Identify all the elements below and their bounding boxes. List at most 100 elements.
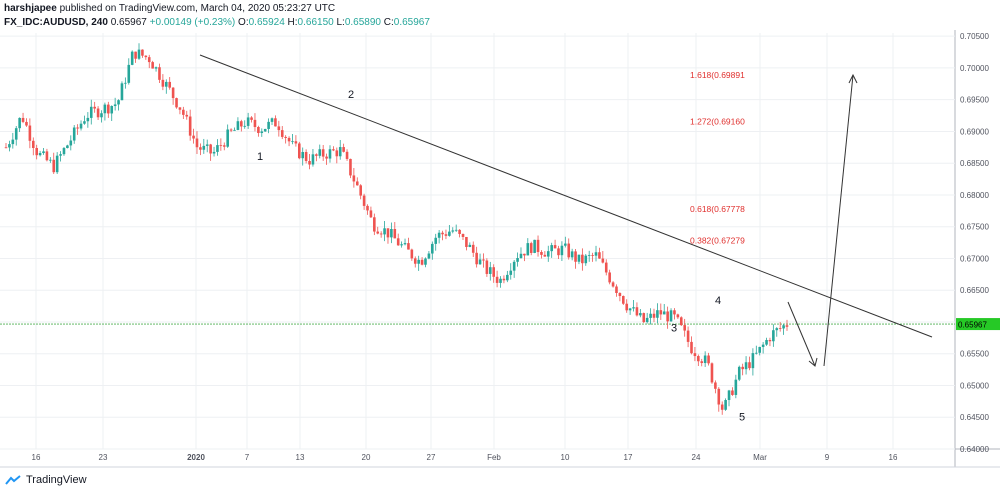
candle-body (604, 262, 608, 273)
x-tick-label: 27 (427, 453, 436, 462)
candle-body (18, 117, 21, 129)
candle-body (366, 205, 369, 211)
candle-body (124, 82, 127, 84)
candle-body (475, 252, 478, 265)
candle-body (546, 251, 550, 257)
candle-body (581, 254, 584, 264)
candle-body (703, 355, 707, 364)
author-name[interactable]: harshjapee (4, 3, 57, 14)
last-price-tag (956, 318, 1000, 331)
candle-body (720, 404, 724, 410)
candle-body (673, 310, 676, 315)
candle-body (772, 330, 775, 342)
candle-body (461, 233, 465, 237)
candle-body (679, 317, 683, 326)
candle-body (379, 233, 383, 235)
candle-body (775, 328, 779, 331)
candle-body (523, 253, 526, 256)
candle-body (584, 255, 588, 264)
candle-body (707, 355, 710, 364)
x-tick-label: 20 (362, 453, 371, 462)
candle-body (635, 307, 639, 316)
x-tick-label: 16 (32, 453, 41, 462)
candle-body (86, 117, 90, 122)
candle-body (352, 175, 356, 182)
candle-body (502, 278, 506, 281)
y-tick-label: 0.67000 (960, 254, 989, 263)
candle-body (83, 121, 86, 124)
candle-body (117, 100, 120, 105)
candle-body (509, 270, 513, 275)
candle-body (69, 140, 73, 146)
y-tick-label: 0.64000 (960, 445, 989, 454)
y-tick-label: 0.65000 (960, 381, 989, 390)
candle-body (212, 151, 216, 154)
candle-body (495, 276, 499, 283)
candle-body (236, 121, 240, 130)
candle-body (284, 136, 287, 138)
candle-body (267, 121, 270, 129)
candle-body (311, 154, 315, 165)
candle-body (355, 181, 359, 186)
candle-body (765, 340, 768, 345)
candle-body (744, 362, 748, 370)
projection-up-arrowhead (848, 73, 858, 84)
candle-body (325, 156, 328, 159)
fib-level-label: 0.382(0.67279 (690, 236, 745, 246)
y-tick-label: 0.70000 (960, 64, 989, 73)
candle-body (21, 117, 25, 122)
candle-body (260, 131, 264, 134)
candle-body (96, 108, 100, 118)
y-tick-label: 0.66500 (960, 286, 989, 295)
candle-body (31, 140, 35, 148)
x-tick-label: Feb (487, 453, 501, 462)
candle-body (785, 325, 789, 327)
candle-body (38, 153, 42, 156)
candle-body (390, 228, 393, 238)
candle-body (652, 313, 656, 318)
candle-body (434, 237, 438, 244)
candle-body (669, 310, 673, 322)
projection-down-line (787, 301, 816, 367)
candle-body (570, 251, 574, 258)
candle-body (28, 125, 32, 141)
last-price-label: 0.65967 (958, 321, 987, 330)
candle-body (373, 217, 376, 232)
candle-body (359, 185, 362, 196)
candle-body (161, 79, 165, 87)
wave-label: 5 (739, 411, 745, 423)
tradingview-logo[interactable]: TradingView (4, 474, 87, 486)
candle-body (107, 104, 110, 114)
candle-body (618, 292, 622, 297)
candle-body (338, 147, 342, 157)
candle-body (120, 83, 124, 101)
x-tick-label: 10 (561, 453, 570, 462)
candle-body (4, 147, 8, 149)
candle-body (611, 282, 615, 287)
candle-body (454, 229, 458, 231)
candle-body (369, 210, 373, 218)
candles (4, 43, 789, 415)
x-tick-label: 17 (624, 453, 633, 462)
candle-body (93, 106, 96, 109)
candle-body (499, 278, 502, 283)
tradingview-cloud-icon (4, 474, 22, 486)
candle-body (741, 366, 744, 370)
candle-body (243, 125, 247, 127)
candle-body (168, 81, 172, 88)
candle-body (277, 126, 281, 131)
plot-background (0, 30, 1000, 468)
candle-body (676, 314, 680, 318)
candle-body (529, 243, 533, 253)
candle-body (315, 154, 318, 156)
projection-down-arrowhead (808, 357, 818, 367)
candle-body (11, 139, 15, 145)
candle-body (226, 129, 229, 147)
candle-body (424, 258, 427, 265)
candle-body (465, 236, 468, 247)
candle-body (768, 340, 772, 342)
candle-body (427, 253, 431, 259)
candle-body (199, 147, 202, 150)
candle-body (89, 106, 93, 118)
